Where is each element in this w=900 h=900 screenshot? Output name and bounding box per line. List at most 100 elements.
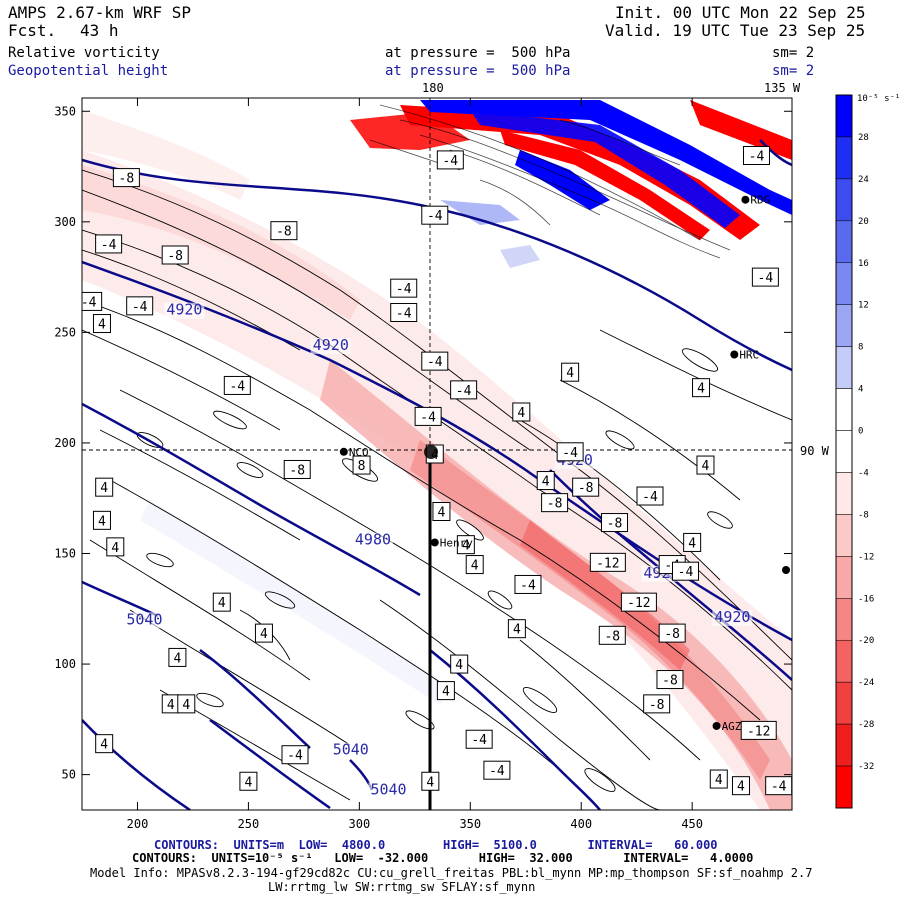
height-label-bg xyxy=(368,782,409,799)
vort-label: 4 xyxy=(715,773,723,788)
colorbar-label: 12 xyxy=(858,301,869,311)
vort-label: -8 xyxy=(119,172,135,187)
field1-smoothing: sm= 2 xyxy=(772,45,815,61)
colorbar-segment xyxy=(835,514,853,557)
station-label: Henry xyxy=(440,536,473,549)
vort-label: 4 xyxy=(98,514,106,529)
vort-label-box xyxy=(212,592,231,612)
height-label: 4920 xyxy=(313,336,349,354)
vort-label-box xyxy=(239,771,258,791)
forecast-hour: 43 h xyxy=(80,21,119,40)
colorbar-segment xyxy=(835,723,853,767)
height-label: 4920 xyxy=(166,301,202,319)
vorticity-labels: -8-4-8-8-4 -44-4-4-4-4-4-4 44-4-4-4-8 8-8-8… xyxy=(82,145,792,796)
vort-label: 8 xyxy=(358,459,366,474)
vorticity-streaks xyxy=(350,100,792,268)
station-label: RDG xyxy=(750,194,770,207)
forecast-label: Fcst. xyxy=(8,21,57,40)
colorbar-label: 4 xyxy=(858,385,863,395)
vort-label-box xyxy=(414,406,442,426)
vort-label: -4 xyxy=(427,355,443,370)
vort-label: 4 xyxy=(218,596,226,611)
vort-label: -12 xyxy=(747,724,770,739)
vorticity-contours xyxy=(82,169,792,810)
x-tick-label: 400 xyxy=(570,817,592,831)
colorbar-segment xyxy=(835,472,853,515)
colorbar-segment xyxy=(835,346,853,389)
vort-label: -8 xyxy=(547,497,563,512)
vort-label-box xyxy=(450,380,478,400)
colorbar-segment xyxy=(835,681,853,725)
height-label-bg xyxy=(712,610,753,627)
height-contour-info: CONTOURS: UNITS=m LOW= 4800.0 HIGH= 5100… xyxy=(154,838,718,852)
vort-label-box xyxy=(254,623,273,643)
vort-label: -4 xyxy=(489,764,505,779)
vort-label-box xyxy=(465,555,484,575)
vorticity-contour-info: CONTOURS: UNITS=10⁻⁵ s⁻¹ LOW= -32.000 HI… xyxy=(132,851,754,865)
colorbar-label: 24 xyxy=(858,175,869,185)
vort-label: 4 xyxy=(697,382,705,397)
colorbar-unit: 10⁻⁵ s⁻¹ xyxy=(857,94,900,104)
vort-label: 4 xyxy=(98,318,106,333)
vort-label-box xyxy=(465,729,493,749)
vort-label-box xyxy=(740,720,777,740)
vort-label-box xyxy=(168,647,187,667)
colorbar-segment xyxy=(835,136,853,180)
vort-label-box xyxy=(620,592,657,612)
vort-label-box xyxy=(283,459,311,479)
vort-label: -4 xyxy=(771,780,787,795)
station-marker xyxy=(741,195,750,204)
height-label: 4980 xyxy=(355,531,391,549)
vort-label: 4 xyxy=(244,775,252,790)
height-label: 5040 xyxy=(333,741,369,759)
vort-label: -12 xyxy=(627,596,650,611)
field2-smoothing: sm= 2 xyxy=(772,63,815,79)
vort-label: -4 xyxy=(396,282,412,297)
vort-label-box xyxy=(731,776,750,796)
vort-label: -8 xyxy=(649,698,665,713)
vort-label-box xyxy=(352,455,371,475)
vort-label-box xyxy=(95,234,123,254)
colorbar: 28 24 20 16 12 8 4 0 -4 -8 -12 -16 -20 -24 -28 -32 xyxy=(835,94,874,809)
vort-label-box xyxy=(390,302,418,322)
colorbar-label: 0 xyxy=(858,427,863,437)
colorbar-segment xyxy=(835,94,853,138)
station-marker xyxy=(339,447,348,456)
vorticity-small-loops xyxy=(136,348,733,792)
y-tick-label: 300 xyxy=(54,215,76,229)
vort-label: 4 xyxy=(513,623,521,638)
colorbar-segment xyxy=(835,765,853,809)
vort-label-box xyxy=(572,477,600,497)
colorbar-label: -24 xyxy=(858,678,874,688)
colorbar-label: 20 xyxy=(858,217,869,227)
field1-pressure: at pressure = 500 hPa xyxy=(385,45,571,61)
lat-label-90w: 90 W xyxy=(800,444,830,458)
colorbar-segment xyxy=(835,639,853,683)
vort-label: -8 xyxy=(289,463,305,478)
height-label: 5040 xyxy=(370,781,406,799)
y-tick-label: 200 xyxy=(54,436,76,450)
vort-label-box xyxy=(92,314,111,334)
vort-label: -4 xyxy=(420,410,436,425)
stations: NCO Henry HRC AGZ RDG xyxy=(339,194,770,733)
vort-label-box xyxy=(514,574,542,594)
vort-label-box xyxy=(709,769,728,789)
vort-label-box xyxy=(743,145,770,165)
vort-label: 4 xyxy=(455,658,463,673)
vort-label-box xyxy=(512,402,531,422)
vort-label-box xyxy=(92,510,111,530)
colorbar-label: 8 xyxy=(858,343,863,353)
station-label: NCO xyxy=(349,446,369,459)
colorbar-segment xyxy=(835,388,853,431)
height-label-bg xyxy=(310,338,351,355)
colorbar-segment xyxy=(835,430,853,473)
vort-label-box xyxy=(683,532,702,552)
edge-marker xyxy=(782,566,790,574)
y-tick-label: 50 xyxy=(62,768,76,782)
field1-name: Relative vorticity xyxy=(8,45,160,61)
height-label-bg xyxy=(330,742,371,759)
vort-label-box xyxy=(658,623,686,643)
central-marker xyxy=(424,445,438,459)
vort-label: -4 xyxy=(442,154,458,169)
station-marker xyxy=(712,721,721,730)
